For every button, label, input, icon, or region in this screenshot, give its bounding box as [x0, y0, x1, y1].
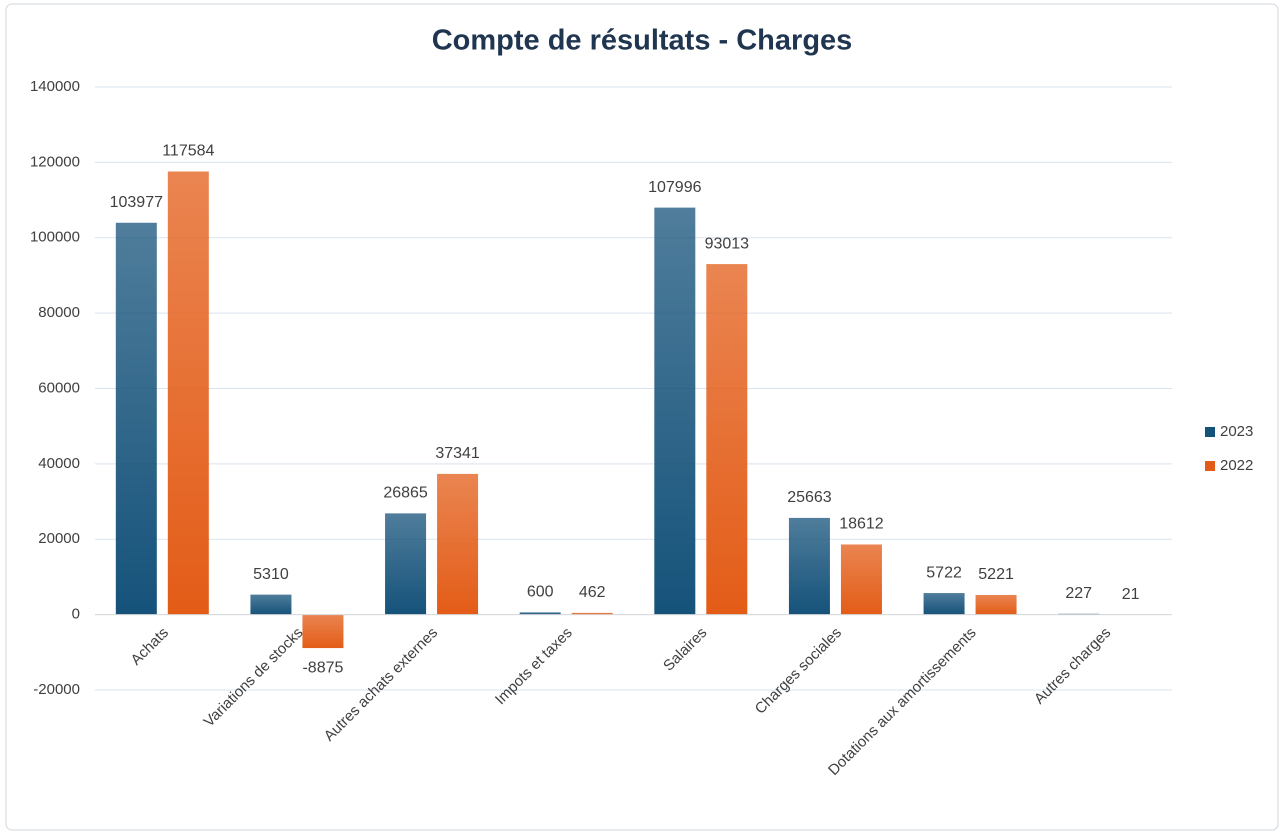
legend-swatch	[1205, 461, 1215, 471]
legend-label: 2022	[1220, 457, 1253, 474]
chart-title: Compte de résultats - Charges	[432, 25, 853, 57]
data-label: 93013	[705, 235, 750, 252]
y-tick-label: 40000	[38, 455, 80, 472]
data-label: 600	[527, 584, 554, 601]
data-label: 37341	[435, 445, 480, 462]
y-tick-label: 0	[72, 606, 80, 623]
bar	[706, 264, 748, 615]
data-label: -8875	[302, 659, 343, 676]
bar	[571, 612, 613, 615]
bar	[975, 594, 1017, 615]
data-label: 5221	[978, 566, 1014, 583]
data-label: 117584	[162, 143, 214, 160]
bar	[519, 612, 561, 615]
data-label: 26865	[383, 485, 428, 502]
y-tick-label: 140000	[30, 78, 80, 95]
data-label: 25663	[787, 489, 832, 506]
bar	[167, 171, 209, 615]
y-tick-label: 100000	[30, 229, 80, 246]
y-tick-label: 20000	[38, 530, 80, 547]
bar	[923, 593, 965, 615]
legend-label: 2023	[1220, 423, 1253, 440]
data-label: 103977	[110, 194, 163, 211]
y-tick-label: 120000	[30, 153, 80, 170]
y-tick-label: -20000	[33, 681, 80, 698]
bar	[302, 614, 344, 649]
data-label: 18612	[839, 516, 884, 533]
data-label: 5310	[253, 566, 289, 583]
legend-swatch	[1205, 427, 1215, 437]
bar	[115, 222, 157, 615]
bar	[654, 207, 696, 615]
y-tick-label: 80000	[38, 304, 80, 321]
y-tick-label: 60000	[38, 379, 80, 396]
bar	[250, 594, 292, 615]
data-label: 227	[1065, 585, 1092, 602]
bar	[840, 544, 882, 615]
data-label: 5722	[926, 564, 962, 581]
data-label: 107996	[648, 179, 701, 196]
data-label: 21	[1122, 586, 1140, 603]
data-label: 462	[579, 584, 606, 601]
bar	[788, 517, 830, 615]
bar	[437, 473, 479, 615]
bar	[385, 513, 427, 615]
